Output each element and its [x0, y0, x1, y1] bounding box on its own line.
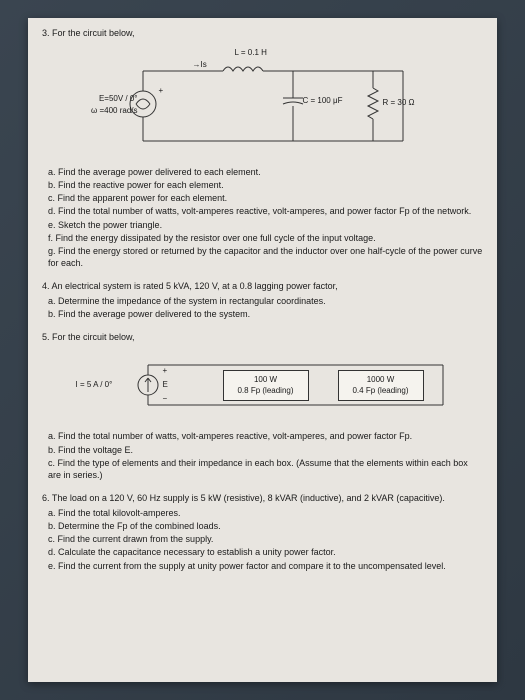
q5-b: b. Find the voltage E.	[48, 444, 483, 456]
q3-f: f. Find the energy dissipated by the res…	[48, 232, 483, 244]
box1-line2: 0.8 Fp (leading)	[230, 386, 302, 396]
q3-c: c. Find the apparent power for each elem…	[48, 192, 483, 204]
omega-label: ω =400 rad/s	[83, 106, 138, 115]
q3-items: a. Find the average power delivered to e…	[48, 166, 483, 269]
load-box-1: 100 W 0.8 Fp (leading)	[223, 370, 309, 401]
q4-a: a. Determine the impedance of the system…	[48, 295, 483, 307]
q6-header: 6. The load on a 120 V, 60 Hz supply is …	[42, 493, 483, 503]
q6-e: e. Find the current from the supply at u…	[48, 560, 483, 572]
q3-b: b. Find the reactive power for each elem…	[48, 179, 483, 191]
q3-a: a. Find the average power delivered to e…	[48, 166, 483, 178]
q4-b: b. Find the average power delivered to t…	[48, 308, 483, 320]
q6-b: b. Determine the Fp of the combined load…	[48, 520, 483, 532]
e-label: E=50V / 0°	[83, 94, 138, 103]
q3-g: g. Find the energy stored or returned by…	[48, 245, 483, 269]
minus-label: −	[163, 394, 168, 403]
q3-e: e. Sketch the power triangle.	[48, 219, 483, 231]
box2-line1: 1000 W	[345, 375, 417, 385]
is-label: →Is	[193, 60, 207, 69]
q5-circuit: I = 5 A / 0° + E − 100 W 0.8 Fp (leading…	[73, 350, 453, 420]
q3-d: d. Find the total number of watts, volt-…	[48, 205, 483, 217]
worksheet-page: 3. For the circuit below,	[28, 18, 497, 682]
box2-line2: 0.4 Fp (leading)	[345, 386, 417, 396]
q3-header: 3. For the circuit below,	[42, 28, 483, 38]
l-label: L = 0.1 H	[235, 48, 267, 57]
q4-header: 4. An electrical system is rated 5 kVA, …	[42, 281, 483, 291]
plus-label: +	[163, 366, 168, 375]
q5-header: 5. For the circuit below,	[42, 332, 483, 342]
q5-c: c. Find the type of elements and their i…	[48, 457, 483, 481]
q5-items: a. Find the total number of watts, volt-…	[48, 430, 483, 481]
e-label-5: E	[163, 380, 168, 389]
box1-line1: 100 W	[230, 375, 302, 385]
q6-a: a. Find the total kilovolt-amperes.	[48, 507, 483, 519]
q6-items: a. Find the total kilovolt-amperes. b. D…	[48, 507, 483, 572]
q6-c: c. Find the current drawn from the suppl…	[48, 533, 483, 545]
q6-d: d. Calculate the capacitance necessary t…	[48, 546, 483, 558]
q3-circuit: L = 0.1 H →Is + E=50V / 0° ω =400 rad/s …	[103, 46, 423, 156]
q4-items: a. Determine the impedance of the system…	[48, 295, 483, 320]
q3-circuit-svg	[103, 46, 423, 156]
q5-a: a. Find the total number of watts, volt-…	[48, 430, 483, 442]
i-label: I = 5 A / 0°	[76, 380, 113, 389]
c-label: C = 100 μF	[303, 96, 343, 105]
load-box-2: 1000 W 0.4 Fp (leading)	[338, 370, 424, 401]
r-label: R = 30 Ω	[383, 98, 415, 107]
plus-sign: +	[159, 86, 164, 95]
